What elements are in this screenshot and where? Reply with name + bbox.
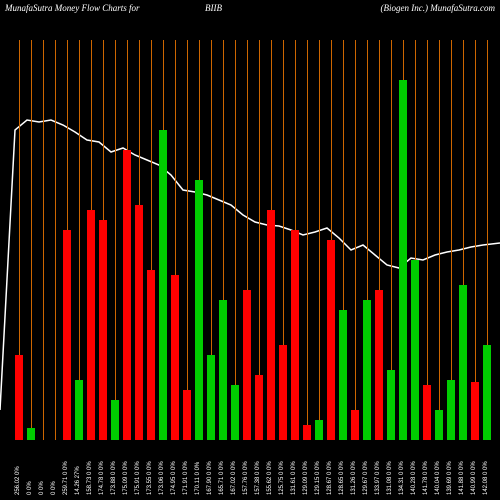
x-axis-label: 175.09 0 0% <box>123 461 129 495</box>
x-axis-label: 175.91 0 0% <box>135 461 141 495</box>
volume-bar <box>255 375 263 440</box>
x-axis-label: 140.28 0 0% <box>411 461 417 495</box>
volume-bar <box>375 290 383 440</box>
x-axis-label: 139.69 0 0% <box>447 461 453 495</box>
x-axis-label: 131.08 0 0% <box>387 461 393 495</box>
x-axis-label: 14.26 27% <box>75 466 81 495</box>
x-axis-label: 165.71 0 0% <box>219 461 225 495</box>
x-axis-label: 173.06 0 0% <box>159 461 165 495</box>
volume-bar <box>267 210 275 440</box>
volume-bar <box>483 345 491 440</box>
volume-bar <box>219 300 227 440</box>
volume-bar <box>291 230 299 440</box>
x-axis-label: 167.90 0 0% <box>207 461 213 495</box>
volume-bar <box>279 345 287 440</box>
x-axis-label: 128.65 0 0% <box>339 461 345 495</box>
x-axis-label: 0 0% <box>39 481 45 495</box>
gridline <box>55 40 56 440</box>
volume-bar <box>303 425 311 440</box>
chart-header: MunafaSutra Money Flow Charts for BIIB (… <box>0 0 500 20</box>
x-axis-label: 140.99 0 0% <box>471 461 477 495</box>
gridline <box>319 40 320 440</box>
x-axis-label: 131.61 0 0% <box>291 461 297 495</box>
gridline <box>235 40 236 440</box>
ticker-symbol: BIIB <box>205 3 222 13</box>
volume-bar <box>147 270 155 440</box>
volume-bar <box>111 400 119 440</box>
volume-bar <box>123 150 131 440</box>
volume-bar <box>411 260 419 440</box>
x-axis-label: 142.08 0 0% <box>483 461 489 495</box>
gridline <box>115 40 116 440</box>
gridline <box>307 40 308 440</box>
gridline <box>427 40 428 440</box>
volume-bar <box>15 355 23 440</box>
header-left: MunafaSutra Money Flow Charts for <box>5 3 140 13</box>
volume-bar <box>363 300 371 440</box>
volume-bar <box>207 355 215 440</box>
x-axis-label: 155.62 0 0% <box>267 461 273 495</box>
volume-bar <box>75 380 83 440</box>
volume-bar <box>99 220 107 440</box>
volume-bar <box>183 390 191 440</box>
x-axis-label: 256.02 0% <box>15 466 21 495</box>
volume-bar <box>339 310 347 440</box>
volume-bar <box>63 230 71 440</box>
volume-bar <box>459 285 467 440</box>
volume-bar <box>171 275 179 440</box>
volume-bar <box>243 290 251 440</box>
x-axis-label: 170.11 0 0% <box>195 462 201 495</box>
volume-bar <box>399 80 407 440</box>
x-axis-label: 140.04 0 0% <box>435 461 441 495</box>
volume-bar <box>231 385 239 440</box>
volume-bar <box>87 210 95 440</box>
volume-bar <box>435 410 443 440</box>
x-axis-label: 129.09 0 0% <box>303 461 309 495</box>
x-axis-label: 129.67 0 0% <box>363 461 369 495</box>
x-axis-label: 128.67 0 0% <box>327 461 333 495</box>
x-axis-label: 0 0% <box>51 481 57 495</box>
volume-bar <box>315 420 323 440</box>
x-axis-label: 125.75 0 0% <box>279 461 285 495</box>
x-axis-label: 167.02 0 0% <box>231 461 237 495</box>
gridline <box>31 40 32 440</box>
gridline <box>187 40 188 440</box>
gridline <box>475 40 476 440</box>
x-axis-label: 173.55 0 0% <box>147 461 153 495</box>
x-axis-label: 131.26 0 0% <box>351 461 357 495</box>
volume-bar <box>447 380 455 440</box>
volume-bar <box>387 370 395 440</box>
volume-bar <box>27 428 35 440</box>
x-axis-label: 174.78 0 0% <box>99 461 105 495</box>
x-axis-label: 171.91 0 0% <box>183 461 189 495</box>
volume-bar <box>351 410 359 440</box>
header-right: (Biogen Inc.) MunafaSutra.com <box>381 3 495 13</box>
x-axis-label: 0 0% <box>27 481 33 495</box>
x-axis-label: 134.31 0 0% <box>399 461 405 495</box>
money-flow-chart <box>0 40 500 440</box>
volume-bar <box>471 382 479 440</box>
gridline <box>355 40 356 440</box>
x-axis-label: 173.88 0 0% <box>111 461 117 495</box>
volume-bar <box>135 205 143 440</box>
x-axis-label: 129.15 0 0% <box>315 461 321 495</box>
volume-bar <box>159 130 167 440</box>
x-axis-label: 157.76 0 0% <box>243 461 249 495</box>
gridline <box>43 40 44 440</box>
volume-bar <box>195 180 203 440</box>
volume-bar <box>423 385 431 440</box>
x-axis-label: 141.78 0 0% <box>423 461 429 495</box>
x-axis-label: 158.73 0 0% <box>87 461 93 495</box>
x-axis-label: 141.88 0 0% <box>459 461 465 495</box>
x-axis-label: 259.71 0 0% <box>63 461 69 495</box>
x-axis-label: 157.38 0 0% <box>255 461 261 495</box>
gridline <box>439 40 440 440</box>
x-axis-labels: 256.02 0% 0 0% 0 0% 0 0% 259.71 0 0% 14.26 27… <box>0 440 500 500</box>
x-axis-label: 174.95 0 0% <box>171 461 177 495</box>
volume-bar <box>327 240 335 440</box>
x-axis-label: 133.97 0 0% <box>375 461 381 495</box>
